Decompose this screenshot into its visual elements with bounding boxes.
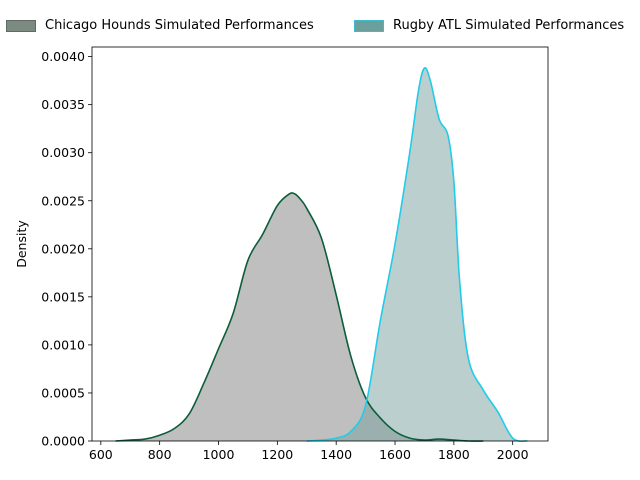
y-tick-label: 0.0040	[41, 49, 85, 64]
legend-swatch-rugby-atl	[354, 19, 384, 32]
x-axis: 600 800 1000 1200 1400 1600 1800 2000	[89, 441, 529, 462]
y-tick-label: 0.0005	[41, 385, 85, 400]
legend-swatch-chicago-hounds	[6, 19, 36, 32]
series-area-0	[115, 192, 484, 442]
x-tick-label: 600	[89, 447, 113, 462]
x-tick-label: 1200	[261, 447, 293, 462]
legend-item-rugby-atl[interactable]: Rugby ATL Simulated Performances	[354, 18, 624, 33]
y-tick-label: 0.0020	[41, 241, 85, 256]
x-tick-label: 1400	[320, 447, 352, 462]
x-tick-label: 2000	[497, 447, 529, 462]
x-tick-label: 1600	[379, 447, 411, 462]
y-tick-label: 0.0035	[41, 97, 85, 112]
legend-item-chicago-hounds[interactable]: Chicago Hounds Simulated Performances	[6, 18, 314, 33]
x-tick-label: 1000	[203, 447, 235, 462]
series-area-1	[306, 67, 528, 442]
plot-areas	[115, 67, 528, 442]
series-line-0	[115, 192, 484, 442]
y-axis-label: Density	[14, 220, 29, 268]
legend: Chicago Hounds Simulated Performances Ru…	[0, 18, 640, 38]
x-tick-label: 1800	[438, 447, 470, 462]
y-axis: 0.0000 0.0005 0.0010 0.0015 0.0020 0.0025 0.00…	[41, 49, 92, 449]
y-tick-label: 0.0025	[41, 193, 85, 208]
legend-label-rugby-atl: Rugby ATL Simulated Performances	[393, 18, 625, 33]
legend-label-chicago-hounds: Chicago Hounds Simulated Performances	[45, 18, 314, 33]
x-tick-label: 800	[148, 447, 172, 462]
y-tick-label: 0.0010	[41, 337, 85, 352]
plot-lines	[115, 67, 528, 442]
y-tick-label: 0.0000	[41, 434, 85, 449]
series-line-1	[306, 67, 528, 442]
y-tick-label: 0.0015	[41, 289, 85, 304]
y-tick-label: 0.0030	[41, 145, 85, 160]
plot-frame	[91, 46, 549, 442]
